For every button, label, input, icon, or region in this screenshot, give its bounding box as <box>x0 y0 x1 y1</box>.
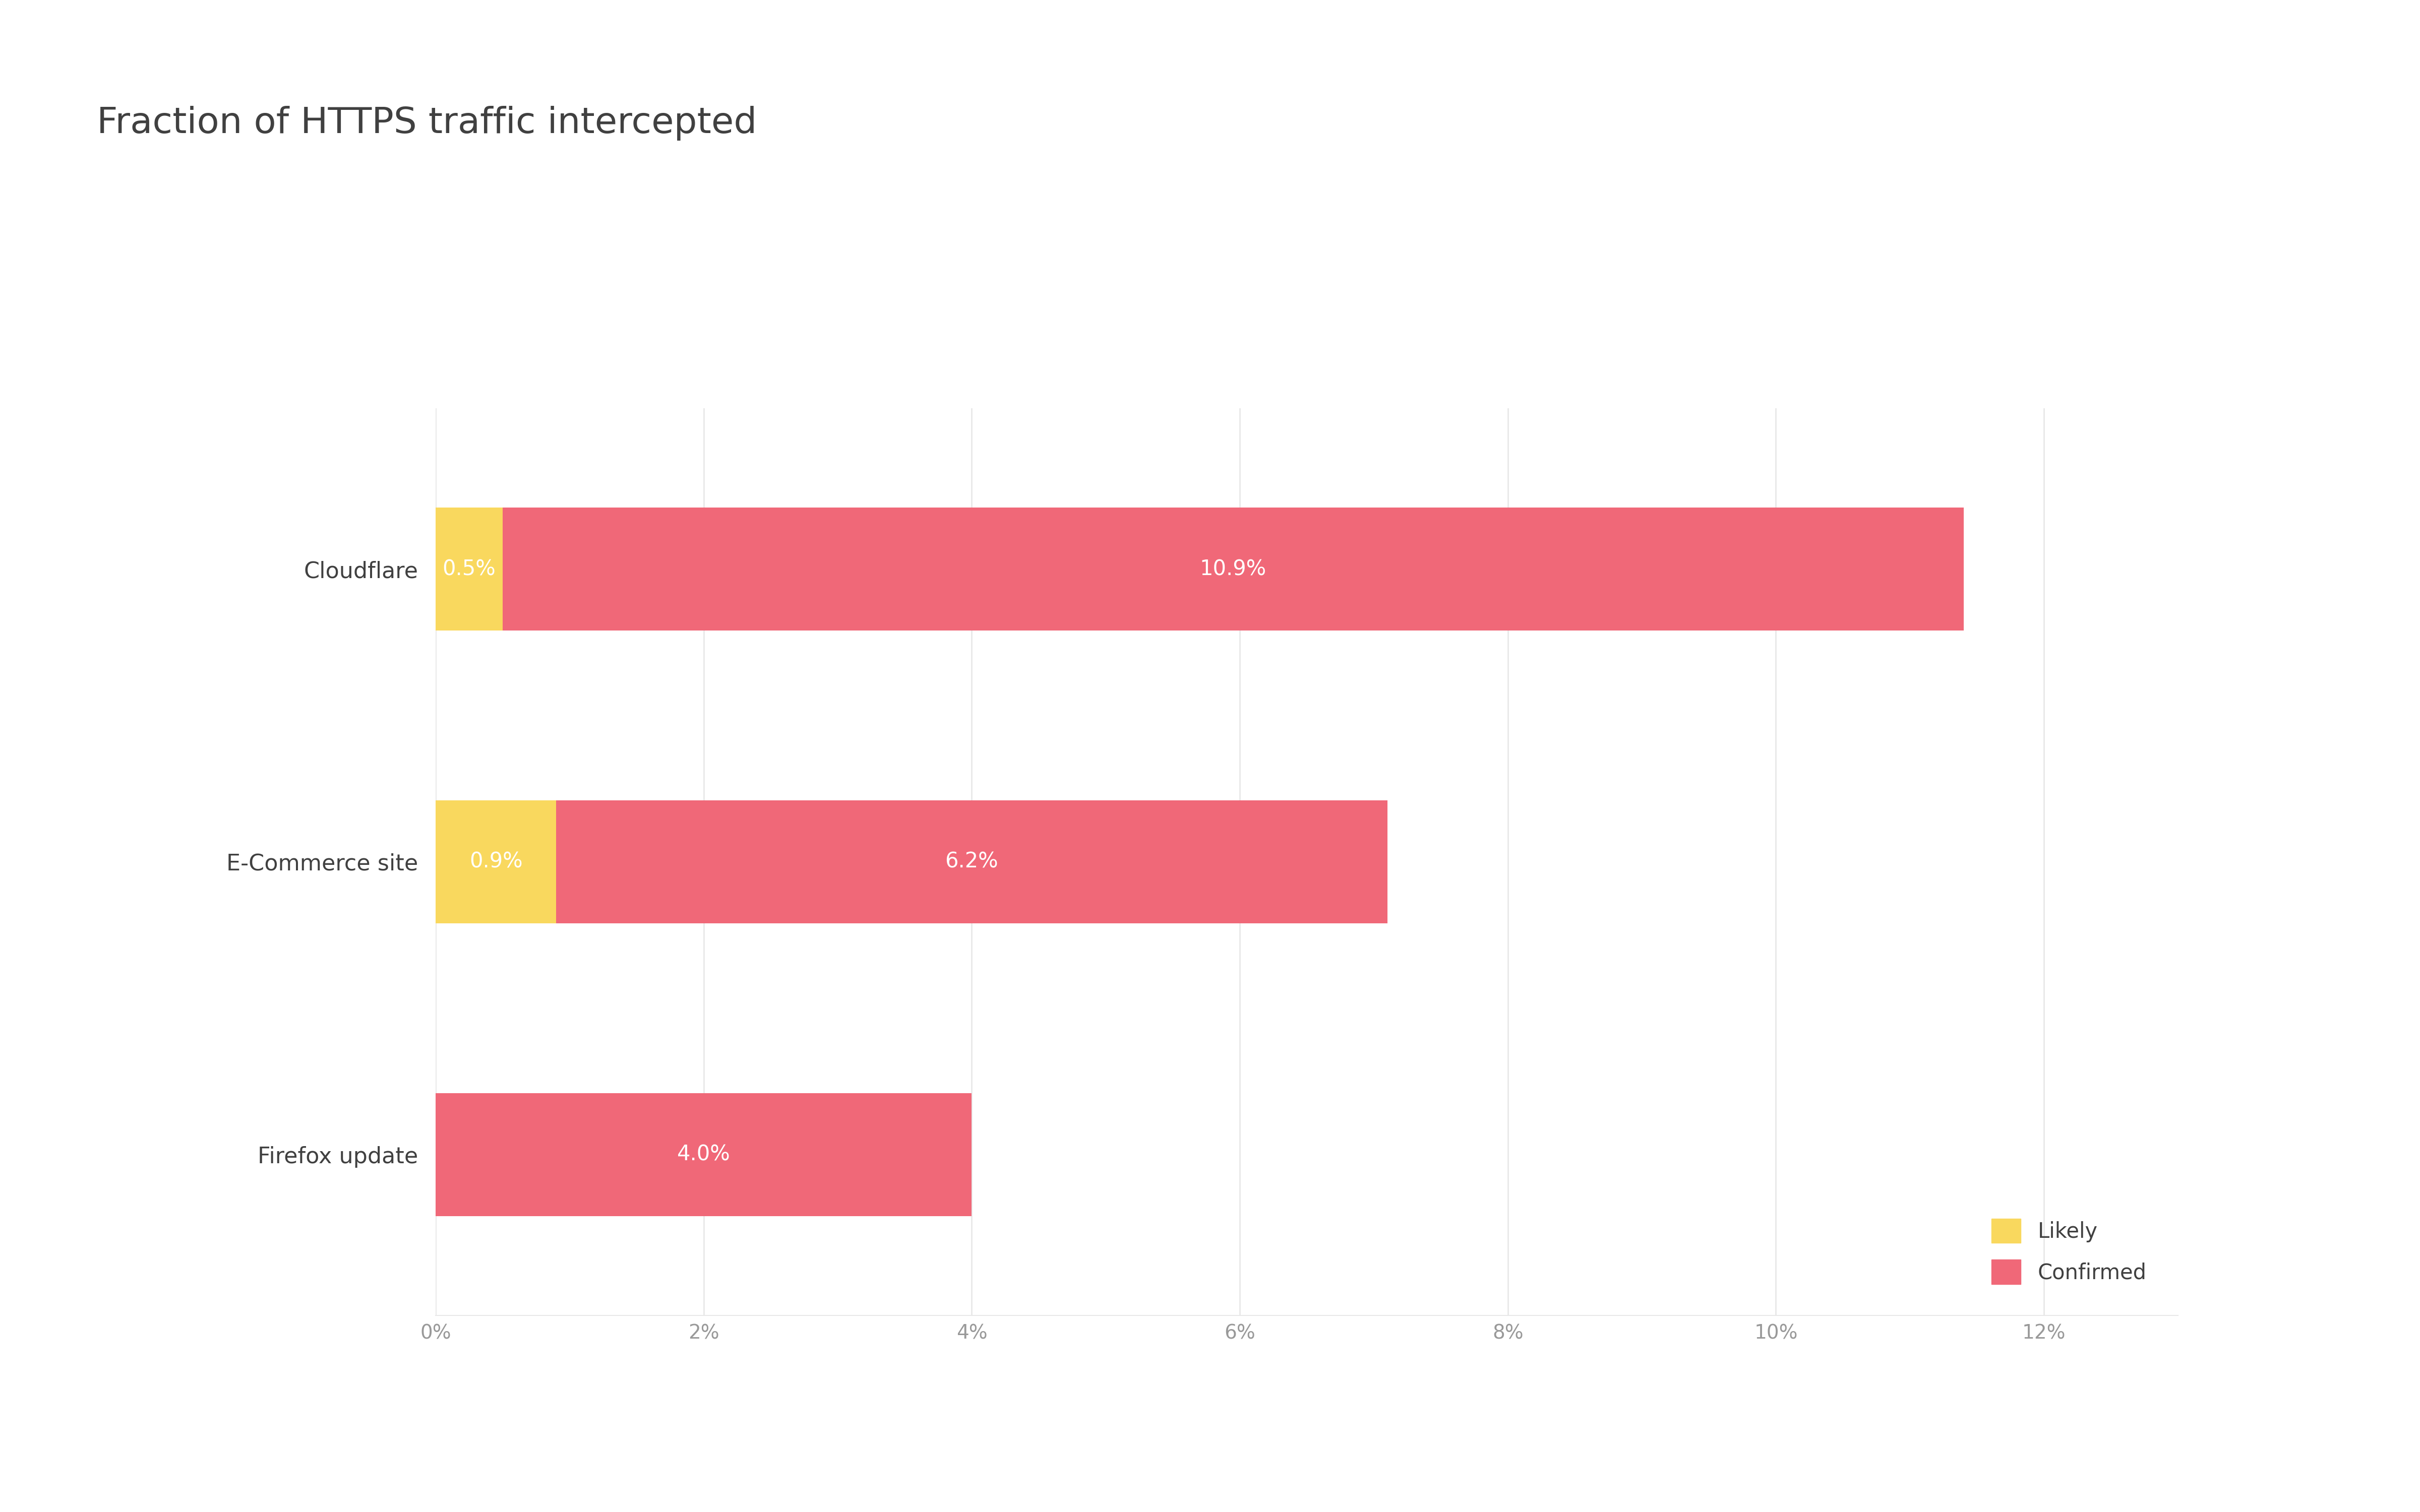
Bar <box>436 1093 973 1216</box>
Text: 6.2%: 6.2% <box>946 851 999 872</box>
Bar <box>436 800 557 924</box>
Text: 0.5%: 0.5% <box>443 558 496 579</box>
Text: Fraction of HTTPS traffic intercepted: Fraction of HTTPS traffic intercepted <box>97 106 757 141</box>
Bar <box>503 508 1963 631</box>
Text: 10.9%: 10.9% <box>1200 558 1266 579</box>
Text: 0.9%: 0.9% <box>469 851 523 872</box>
Bar <box>557 800 1387 924</box>
Bar <box>436 508 503 631</box>
Legend: Likely, Confirmed: Likely, Confirmed <box>1970 1198 2168 1305</box>
Text: 4.0%: 4.0% <box>678 1145 731 1166</box>
